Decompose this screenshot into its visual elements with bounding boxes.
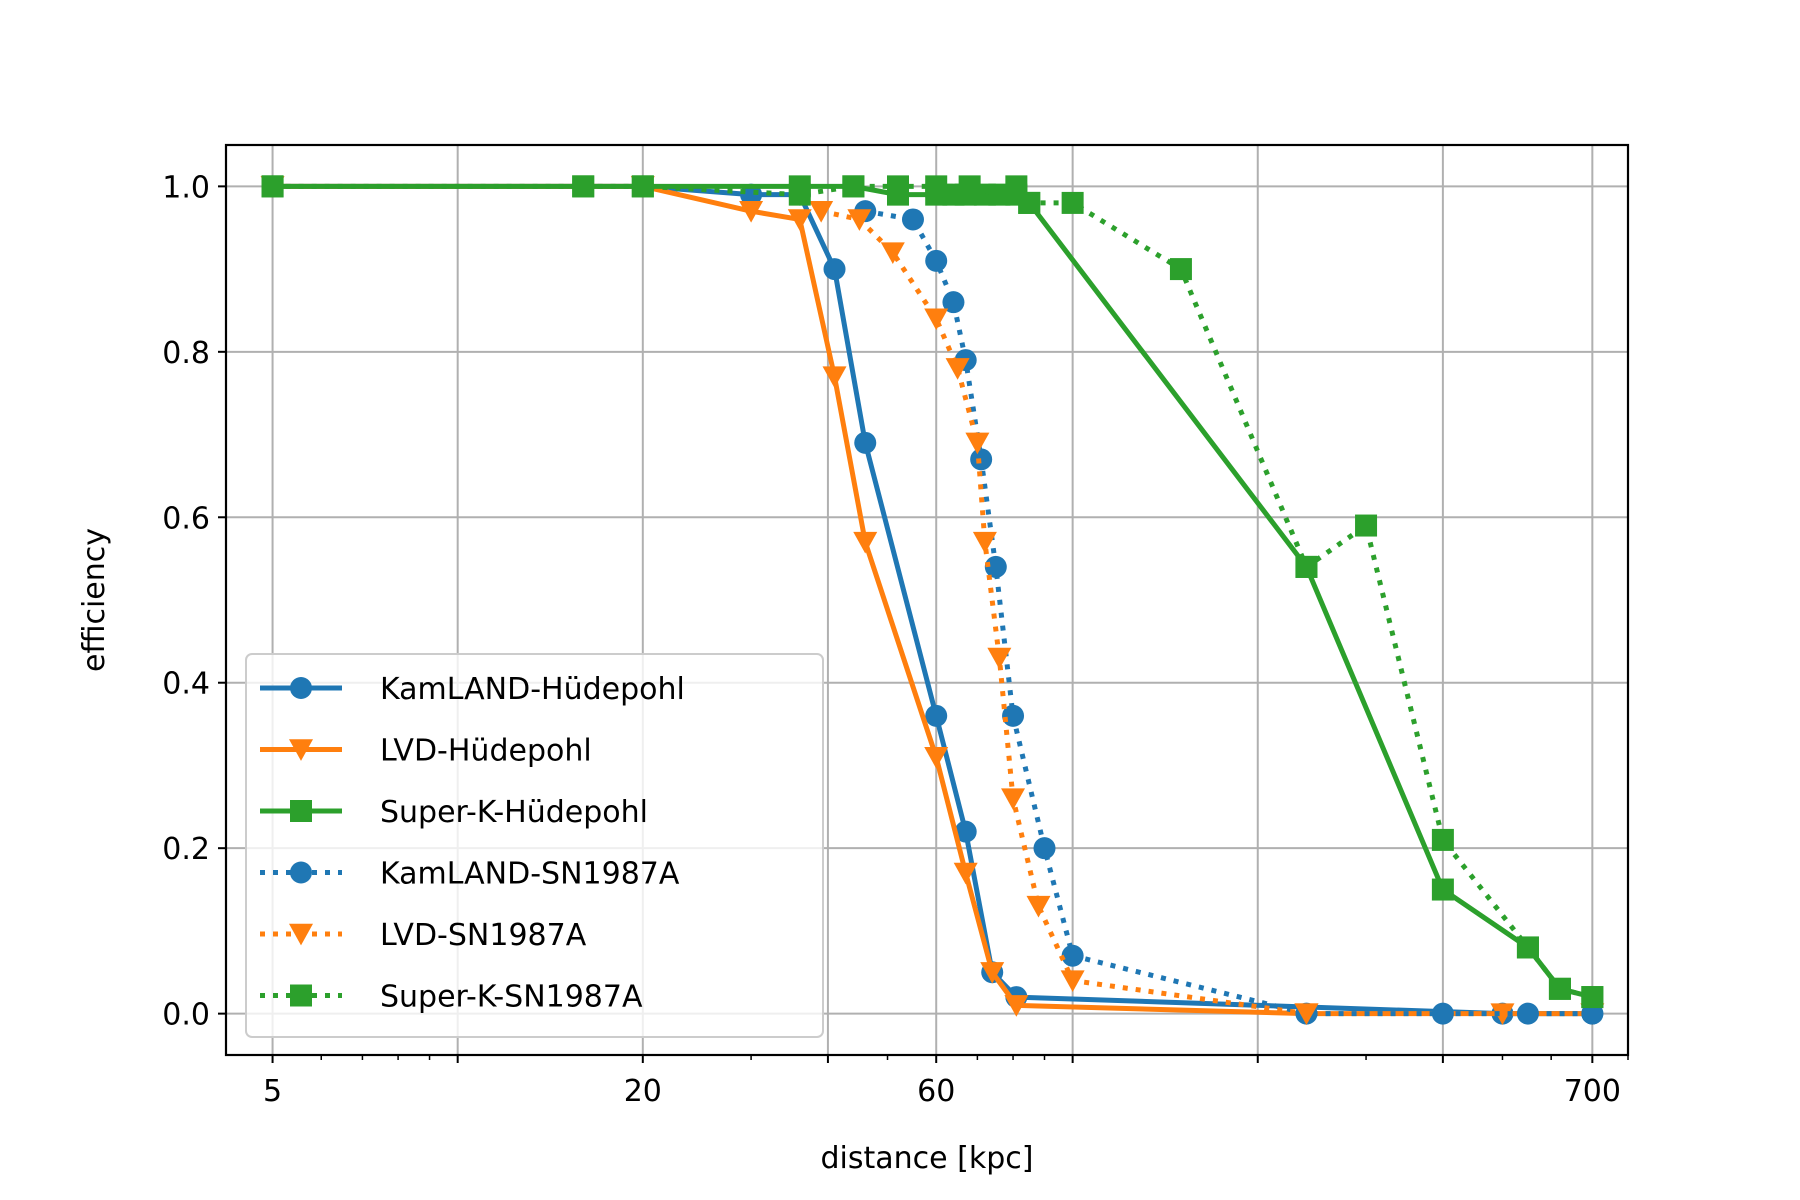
y-axis-label: efficiency [77, 528, 112, 672]
data-point [901, 208, 924, 231]
data-point [945, 358, 970, 380]
x-tick-label: 60 [917, 1074, 955, 1109]
legend-marker [289, 739, 313, 761]
data-point [854, 431, 877, 454]
legend-item: KamLAND-SN1987A [260, 857, 680, 892]
data-point [958, 175, 981, 198]
legend-item: Super-K-Hüdepohl [260, 795, 648, 830]
data-point [1295, 555, 1318, 578]
data-point [925, 249, 948, 272]
data-point [1061, 944, 1084, 967]
data-point [954, 820, 977, 843]
series-super-k-sn1987a [261, 175, 1604, 1009]
data-point [1060, 970, 1085, 992]
data-point [925, 175, 948, 198]
legend-label: Super-K-SN1987A [380, 980, 643, 1015]
legend-item: Super-K-SN1987A [260, 980, 643, 1015]
data-point [823, 258, 846, 281]
series-line [864, 208, 1593, 1017]
y-tick-label: 0.2 [162, 832, 210, 867]
x-axis-label: distance [kpc] [821, 1141, 1034, 1176]
legend-label: KamLAND-Hüdepohl [380, 672, 685, 707]
data-point [1431, 878, 1454, 901]
data-point [1431, 828, 1454, 851]
data-point [1005, 175, 1028, 198]
legend-label: LVD-SN1987A [380, 918, 587, 953]
series-layer [260, 175, 1605, 1026]
y-tick-label: 0.4 [162, 667, 210, 702]
data-point [988, 183, 1011, 206]
data-point [740, 183, 763, 206]
legend-label: KamLAND-SN1987A [380, 857, 680, 892]
legend-marker [290, 800, 312, 822]
data-point [822, 366, 847, 389]
legend-item: LVD-Hüdepohl [260, 734, 592, 769]
data-point [1516, 936, 1539, 959]
data-point [809, 200, 834, 223]
data-point [1018, 191, 1041, 214]
legend-item: LVD-SN1987A [260, 918, 587, 953]
x-tick-label: 700 [1564, 1074, 1621, 1109]
ticks: 5 20 60 700 0.0 0.2 0.4 0.6 0.8 1.0 [162, 170, 1629, 1109]
legend-box [245, 653, 824, 1038]
y-tick-label: 0.8 [162, 336, 210, 371]
y-tick-label: 1.0 [162, 170, 210, 205]
data-point [965, 432, 990, 455]
data-point [880, 242, 905, 264]
y-tick-label: 0.0 [162, 998, 210, 1033]
data-point [942, 291, 965, 314]
data-point [970, 448, 993, 471]
data-point [924, 746, 949, 769]
legend-marker [289, 923, 313, 946]
data-point [886, 175, 909, 198]
data-point [1001, 788, 1026, 810]
data-point [1431, 1002, 1454, 1025]
data-point [1581, 986, 1604, 1009]
legend-label: Super-K-Hüdepohl [380, 795, 648, 830]
data-point [984, 555, 1007, 578]
data-point [953, 862, 978, 885]
data-point [631, 175, 654, 198]
data-point [1548, 977, 1571, 1000]
data-point [261, 175, 284, 198]
data-point [1355, 514, 1378, 537]
data-point [842, 175, 865, 198]
data-point [847, 209, 872, 231]
legend-item: KamLAND-Hüdepohl [260, 672, 685, 707]
data-point [1061, 191, 1084, 214]
x-tick-label: 5 [263, 1074, 282, 1109]
data-point [739, 200, 764, 223]
data-point [987, 647, 1012, 670]
data-point [1516, 1002, 1539, 1025]
data-point [1033, 837, 1056, 860]
data-point [980, 962, 1005, 984]
legend-marker [290, 861, 312, 884]
legend-label: LVD-Hüdepohl [380, 734, 592, 769]
plot-frame [224, 143, 1630, 1057]
data-point [788, 183, 811, 206]
x-tick-label: 20 [624, 1074, 662, 1109]
data-point [1490, 1003, 1515, 1026]
data-point [787, 209, 812, 231]
data-point [1169, 258, 1192, 281]
data-point [1004, 995, 1029, 1017]
series-line [272, 183, 1593, 1017]
data-point [924, 308, 949, 331]
data-point [572, 175, 595, 198]
legend-marker [290, 984, 312, 1007]
series-lvd-sn1987a [809, 200, 1319, 1026]
data-point [925, 704, 948, 727]
legend-marker [290, 677, 312, 699]
data-point [1581, 1002, 1604, 1025]
data-point [1294, 1003, 1319, 1026]
data-point [972, 531, 997, 554]
data-point [853, 531, 878, 554]
legend: KamLAND-Hüdepohl LVD-Hüdepohl Super-K-Hüde… [245, 653, 824, 1038]
data-point [1026, 895, 1051, 918]
y-tick-label: 0.6 [162, 501, 210, 536]
